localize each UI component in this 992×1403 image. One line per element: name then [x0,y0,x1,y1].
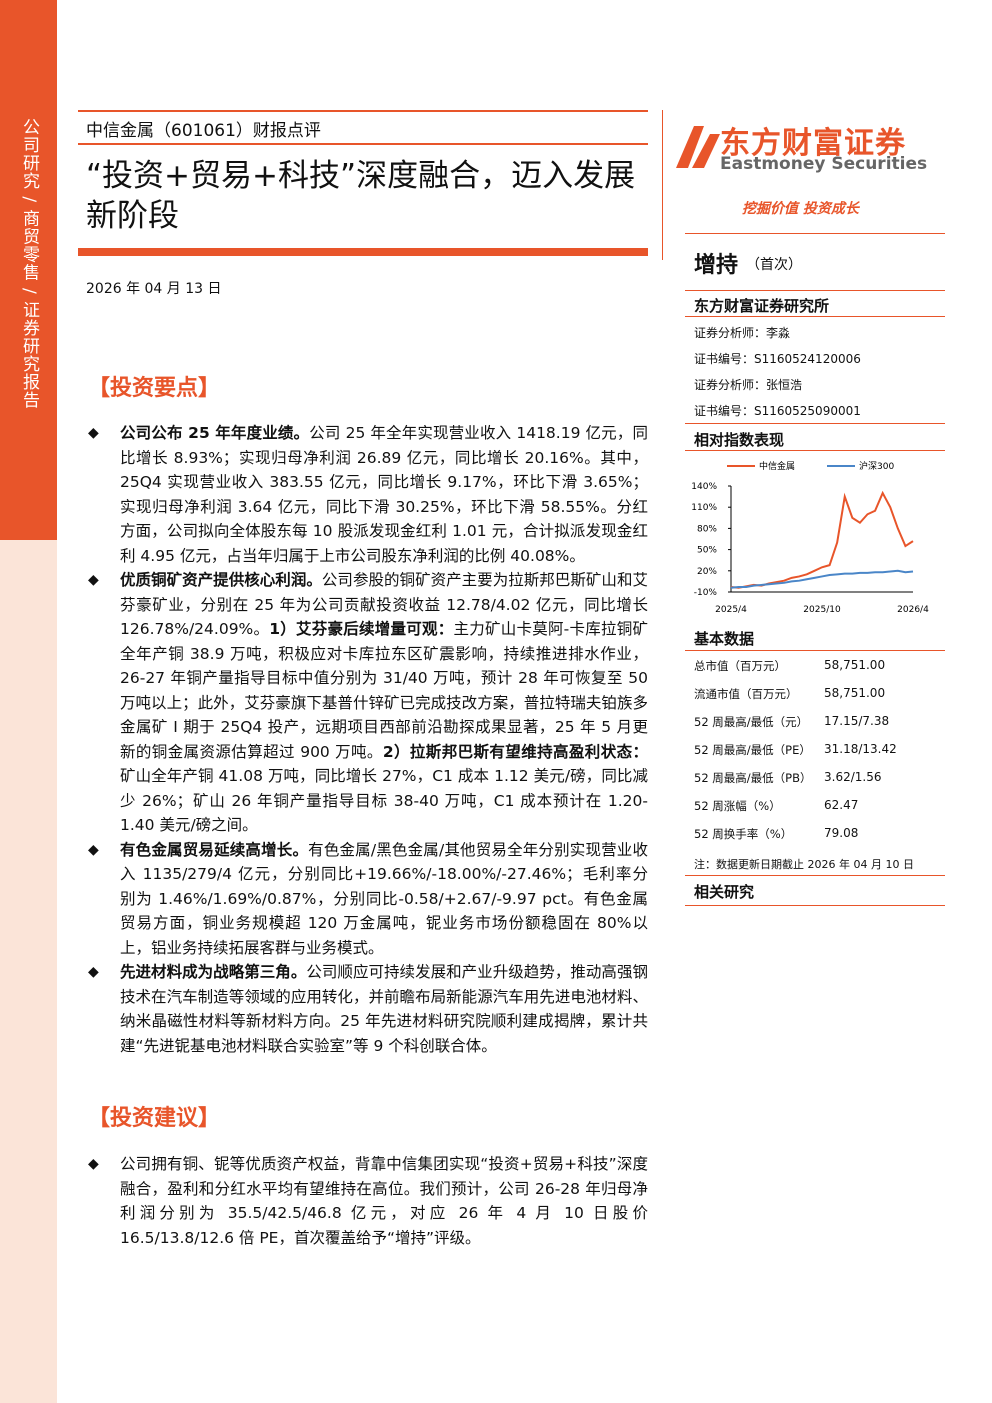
rule [685,290,945,291]
row-label: 52 周最高/最低（PB） [694,771,812,785]
divider [662,110,663,260]
row-value: 62.47 [824,798,859,812]
y-tick-label: 50% [697,546,717,556]
row-label: 总市值（百万元） [694,659,786,673]
brand-name: 东方财富证券 [720,126,906,161]
text: 公司顺应可持续发展和产业升级趋势，推动高强钢技术在汽车制造等领域的应用转化，并前… [120,963,648,1055]
analyst: 证券分析师：张恒浩 [694,378,803,392]
text: 公司拥有铜、铌等优质资产权益，背靠中信集团实现“投资+贸易+科技”深度融合，盈利… [120,1155,648,1247]
row-label: 52 周换手率（%） [694,827,793,841]
row-label: 52 周最高/最低（PE） [694,743,811,757]
row-value: 58,751.00 [824,686,886,700]
rule [78,110,648,112]
title: “投资+贸易+科技”深度融合，迈入发展新阶段 [86,158,636,234]
bullet: 优质铜矿资产提供核心利润。公司参股的铜矿资产主要为拉斯邦巴斯矿山和艾芬豪矿业，分… [88,568,648,838]
bold-text: 1）艾芬豪后续增量可观： [269,620,454,638]
text: 公司参股的铜矿资产主要为拉斯邦巴斯矿山和艾芬豪矿业，分别在 25 年为公司贡献投… [120,571,648,638]
row-value: 58,751.00 [824,658,886,672]
basic-data-title: 基本数据 [694,630,755,648]
series-line [730,490,914,589]
x-tick-label: 2025/10 [803,605,841,615]
text: 矿山全年产铜 41.08 万吨，同比增长 27%，C1 成本 1.12 美元/磅… [120,767,648,834]
y-tick-label: 110% [691,503,717,513]
row-value: 3.62/1.56 [824,770,882,784]
rating-note: （首次） [746,257,802,273]
analyst: 证书编号：S1160524120006 [694,352,861,366]
note: 注：数据更新日期截止 2026 年 04 月 10 日 [694,858,914,871]
logo-icon [676,126,720,168]
section-heading: 【投资要点】 [88,376,221,401]
bold-text: 公司公布 25 年年度业绩。 [120,424,310,442]
y-tick-label: 80% [697,524,717,534]
slogan: 挖掘价值 投资成长 [742,201,859,217]
related-heading: 相关研究 [694,883,755,901]
subtitle: 中信金属（601061）财报点评 [86,121,321,141]
bullet: 先进材料成为战略第三角。公司顺应可持续发展和产业升级趋势，推动高强钢技术在汽车制… [88,960,648,1058]
bullet-list: 公司公布 25 年年度业绩。公司 25 年全年实现营业收入 1418.19 亿元… [88,421,648,1058]
section-heading: 【投资建议】 [88,1106,221,1131]
row-value: 79.08 [824,826,859,840]
rule [685,650,945,651]
chart: -10% 20% 50% 80% 110% 140% 2025/4 2025/10 2026/4… [691,460,929,615]
rule [685,316,945,317]
text: 有色金属/黑色金属/其他贸易全年分别实现营业收入 1135/279/4 亿元，分… [120,840,648,957]
rule [685,450,945,451]
bullet-list: 公司拥有铜、铌等优质资产权益，背靠中信集团实现“投资+贸易+科技”深度融合，盈利… [88,1152,648,1250]
bullet: 公司公布 25 年年度业绩。公司 25 年全年实现营业收入 1418.19 亿元… [88,421,648,568]
text: 主力矿山卡莫阿-卡库拉铜矿全年产铜 38.9 万吨，积极应对卡库拉东区矿震影响，… [120,620,648,761]
analyst: 证书编号：S1160525090001 [694,404,861,418]
series-line [730,569,914,589]
analyst: 证券分析师：李淼 [694,326,791,340]
bullet: 公司拥有铜、铌等优质资产权益，背靠中信集团实现“投资+贸易+科技”深度融合，盈利… [88,1152,648,1250]
row-label: 52 周最高/最低（元） [694,715,809,729]
rule [685,905,945,906]
sidebar-text: 公司研究 / 商贸零售 / 证券研究报告 [19,118,39,410]
y-tick-label: -10% [694,588,718,598]
bold-text: 2）拉斯邦巴斯有望维持高盈利状态： [382,742,648,761]
rule [685,875,945,876]
date: 2026 年 04 月 13 日 [86,281,222,297]
sidebar [0,0,57,540]
y-tick-label: 20% [697,567,717,577]
row-label: 52 周涨幅（%） [694,799,781,813]
legend-label: 中信金属 [759,460,795,472]
rule [685,233,945,234]
rule [78,143,648,145]
bold-text: 有色金属贸易延续高增长。 [120,840,309,859]
sidebar-lower [0,540,57,1403]
legend-label: 沪深300 [859,460,894,472]
brand-name-en: Eastmoney Securities [720,154,928,174]
row-value: 17.15/7.38 [824,714,890,728]
bullet: 有色金属贸易延续高增长。有色金属/黑色金属/其他贸易全年分别实现营业收入 113… [88,838,648,961]
rule [78,248,648,256]
row-value: 31.18/13.42 [824,742,897,756]
y-tick-label: 140% [691,482,717,492]
chart-heading: 相对指数表现 [694,431,785,449]
row-label: 流通市值（百万元） [694,687,798,701]
x-tick-label: 2025/4 [715,605,747,615]
x-tick-label: 2026/4 [897,605,929,615]
rule [685,423,945,424]
institute: 东方财富证券研究所 [694,297,830,315]
bold-text: 先进材料成为战略第三角。 [120,963,307,981]
bold-text: 优质铜矿资产提供核心利润。 [120,571,322,589]
text: 公司 25 年全年实现营业收入 1418.19 亿元，同比增长 8.93%；实现… [120,424,648,565]
rating: 增持 [694,253,739,278]
